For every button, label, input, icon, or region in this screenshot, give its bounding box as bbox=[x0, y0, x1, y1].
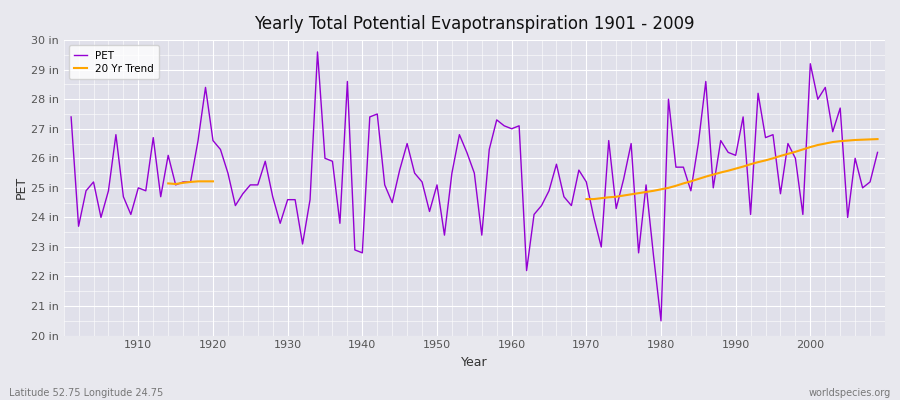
20 Yr Trend bbox=[163, 181, 174, 186]
20 Yr Trend bbox=[170, 182, 181, 186]
PET bbox=[125, 212, 136, 217]
Y-axis label: PET: PET bbox=[15, 176, 28, 200]
PET bbox=[290, 197, 301, 202]
PET bbox=[872, 150, 883, 155]
PET bbox=[603, 138, 614, 143]
PET bbox=[507, 126, 517, 131]
PET bbox=[655, 318, 666, 323]
Text: worldspecies.org: worldspecies.org bbox=[809, 388, 891, 398]
PET bbox=[66, 114, 77, 119]
PET bbox=[514, 123, 525, 128]
PET bbox=[342, 79, 353, 84]
20 Yr Trend bbox=[193, 179, 203, 184]
PET bbox=[312, 50, 323, 54]
Line: 20 Yr Trend: 20 Yr Trend bbox=[168, 181, 213, 184]
20 Yr Trend bbox=[177, 180, 188, 185]
Text: Latitude 52.75 Longitude 24.75: Latitude 52.75 Longitude 24.75 bbox=[9, 388, 163, 398]
Legend: PET, 20 Yr Trend: PET, 20 Yr Trend bbox=[68, 45, 158, 79]
X-axis label: Year: Year bbox=[461, 356, 488, 369]
20 Yr Trend bbox=[185, 180, 196, 184]
20 Yr Trend bbox=[200, 179, 211, 184]
20 Yr Trend bbox=[208, 179, 219, 184]
Title: Yearly Total Potential Evapotranspiration 1901 - 2009: Yearly Total Potential Evapotranspiratio… bbox=[254, 15, 695, 33]
Line: PET: PET bbox=[71, 52, 878, 321]
